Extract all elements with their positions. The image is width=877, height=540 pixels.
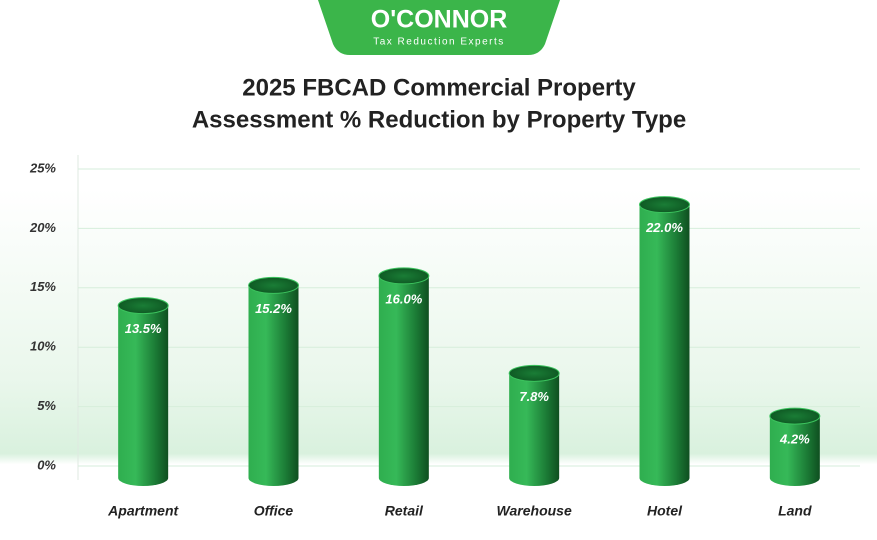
value-label: 7.8% bbox=[519, 389, 549, 404]
value-label: 15.2% bbox=[255, 301, 292, 316]
bar-cap bbox=[508, 364, 560, 382]
value-label: 13.5% bbox=[125, 321, 162, 336]
y-tick-label: 5% bbox=[37, 398, 56, 413]
value-label: 22.0% bbox=[645, 220, 683, 235]
x-tick-label: Land bbox=[778, 503, 812, 519]
bar bbox=[248, 277, 299, 486]
y-tick-label: 0% bbox=[37, 457, 56, 472]
bar bbox=[378, 267, 429, 486]
bar-cap bbox=[639, 196, 690, 214]
bar-cap bbox=[378, 267, 430, 285]
bar bbox=[509, 365, 560, 486]
chart-title: Assessment % Reduction by Property Type bbox=[192, 106, 686, 133]
y-tick-label: 15% bbox=[30, 279, 56, 294]
bar-cap bbox=[117, 297, 169, 315]
x-tick-label: Retail bbox=[385, 503, 424, 519]
x-tick-label: Apartment bbox=[107, 503, 179, 519]
logo-banner bbox=[318, 0, 560, 55]
y-tick-label: 25% bbox=[29, 160, 56, 175]
value-label: 16.0% bbox=[385, 291, 422, 306]
y-tick-label: 20% bbox=[29, 220, 56, 235]
bar bbox=[769, 408, 820, 486]
x-tick-label: Warehouse bbox=[497, 503, 572, 519]
logo-tagline: Tax Reduction Experts bbox=[373, 37, 505, 48]
x-tick-label: Hotel bbox=[647, 503, 683, 519]
bar-cap bbox=[769, 407, 821, 425]
bar bbox=[639, 196, 690, 486]
bar-cap bbox=[248, 276, 299, 294]
chart-title: 2025 FBCAD Commercial Property bbox=[242, 74, 636, 101]
x-tick-label: Office bbox=[254, 503, 294, 519]
y-tick-label: 10% bbox=[30, 339, 56, 354]
bar bbox=[118, 297, 169, 486]
value-label: 4.2% bbox=[779, 432, 810, 447]
logo-name: O'CONNOR bbox=[371, 6, 508, 34]
